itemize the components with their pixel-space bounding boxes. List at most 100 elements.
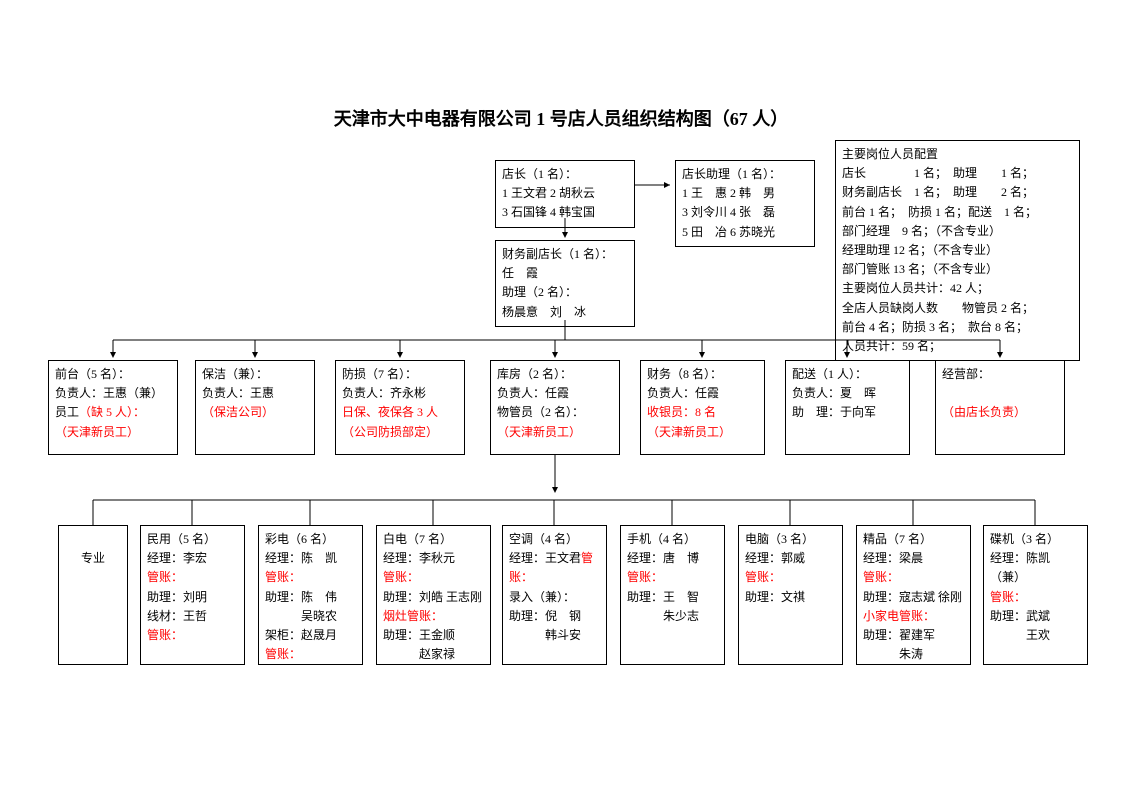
- text: 精品（7 名）: [863, 532, 932, 546]
- dept-store: 库房（2 名）： 负责人：任霞 物管员（2 名）： （天津新员工）: [490, 360, 620, 455]
- text: （保洁公司）: [202, 405, 274, 419]
- text: 烟灶管账：: [383, 609, 443, 623]
- text: 管账：: [745, 570, 781, 584]
- text: 管账：: [265, 647, 301, 661]
- text: 1 王文君 2 胡秋云: [502, 186, 595, 200]
- manager-box: 店长（1 名）： 1 王文君 2 胡秋云 3 石国锋 4 韩宝国: [495, 160, 635, 228]
- text: 管账：: [147, 628, 183, 642]
- text: 助理：文祺: [745, 590, 805, 604]
- text: 民用（5 名）: [147, 532, 216, 546]
- text: （缺 5 人）：: [79, 405, 145, 419]
- text: 部门管账 13 名；（不含专业）: [842, 262, 998, 276]
- text: 架柜：赵晟月: [265, 628, 337, 642]
- text: 助理：翟建军: [863, 628, 935, 642]
- text: 助理：王金顺: [383, 628, 455, 642]
- text: 负责人：王惠: [202, 386, 274, 400]
- text: 专业: [81, 551, 105, 565]
- text: 保洁（兼）：: [202, 367, 268, 381]
- text: 经理：梁晨: [863, 551, 923, 565]
- text: 日保、夜保各 3 人: [342, 405, 438, 419]
- prof-kongtiao: 空调（4 名） 经理：王文君管账： 录入（兼）： 助理：倪 钢 韩斗安: [502, 525, 607, 665]
- text: 助理：倪 钢: [509, 609, 581, 623]
- prof-jingpin: 精品（7 名） 经理：梁晨 管账： 助理：寇志斌 徐刚 小家电管账： 助理：翟建…: [856, 525, 971, 665]
- text: 主要岗位人员共计：42 人；: [842, 281, 989, 295]
- text: 3 刘令川 4 张 磊: [682, 205, 775, 219]
- text: 管账：: [990, 590, 1026, 604]
- text: 助理：武斌: [990, 609, 1050, 623]
- prof-baidian: 白电（7 名） 经理：李秋元 管账： 助理：刘皓 王志刚 烟灶管账： 助理：王金…: [376, 525, 491, 665]
- text: 经理：王文君: [509, 551, 581, 565]
- text: 经理助理 12 名；（不含专业）: [842, 243, 998, 257]
- text: 财务副店长（1 名）：: [502, 247, 613, 261]
- text: 员工: [55, 405, 79, 419]
- text: 全店人员缺岗人数 物管员 2 名；: [842, 301, 1034, 315]
- text: 经理：陈凯（兼）: [990, 551, 1050, 584]
- text: 经理：李秋元: [383, 551, 455, 565]
- text: 朱少志: [627, 609, 699, 623]
- text: 库房（2 名）：: [497, 367, 572, 381]
- text: 王欢: [990, 628, 1050, 642]
- text: 手机（4 名）: [627, 532, 696, 546]
- text: 白电（7 名）: [383, 532, 452, 546]
- text: （由店长负责）: [942, 405, 1026, 419]
- text: 助理：刘皓 王志刚: [383, 590, 482, 604]
- text: 彩电（6 名）: [265, 532, 334, 546]
- text: 管账：: [147, 570, 183, 584]
- prof-minyong: 民用（5 名） 经理：李宏 管账： 助理：刘明 线材：王哲 管账：: [140, 525, 245, 665]
- assistant-manager-box: 店长助理（1 名）： 1 王 惠 2 韩 男 3 刘令川 4 张 磊 5 田 冶…: [675, 160, 815, 247]
- text: 店长助理（1 名）：: [682, 167, 781, 181]
- text: 空调（4 名）: [509, 532, 578, 546]
- prof-dieji: 碟机（3 名） 经理：陈凯（兼） 管账： 助理：武斌 王欢: [983, 525, 1088, 665]
- text: 线材：王哲: [147, 609, 207, 623]
- text: 前台 4 名；防损 3 名； 款台 8 名；: [842, 320, 1028, 334]
- text: 负责人：王惠（兼）: [55, 386, 163, 400]
- text: 经理：陈 凯: [265, 551, 337, 565]
- text: 部门经理 9 名；（不含专业）: [842, 224, 1001, 238]
- text: 任 霞: [502, 266, 538, 280]
- dept-ship: 配送（1 人）： 负责人：夏 晖 助 理：于向军: [785, 360, 910, 455]
- text: 负责人：齐永彬: [342, 386, 426, 400]
- text: 杨晨意 刘 冰: [502, 305, 586, 319]
- text: 店长 1 名； 助理 1 名；: [842, 166, 1034, 180]
- text: 助理：刘明: [147, 590, 207, 604]
- text: 朱涛: [863, 647, 923, 661]
- text: （天津新员工）: [55, 425, 139, 439]
- text: 助理：寇志斌 徐刚: [863, 590, 962, 604]
- text: 经营部：: [942, 367, 990, 381]
- text: 助 理：于向军: [792, 405, 876, 419]
- dept-loss: 防损（7 名）： 负责人：齐永彬 日保、夜保各 3 人 （公司防损部定）: [335, 360, 465, 455]
- prof-shouji: 手机（4 名） 经理：唐 博 管账： 助理：王 智 朱少志: [620, 525, 725, 665]
- text: 主要岗位人员配置: [842, 147, 938, 161]
- text: 助理（2 名）：: [502, 285, 577, 299]
- text: 助理：陈 伟: [265, 590, 337, 604]
- text: 负责人：任霞: [497, 386, 569, 400]
- text: 管账：: [863, 570, 899, 584]
- text: 经理：唐 博: [627, 551, 699, 565]
- text: 吴晓农: [265, 609, 337, 623]
- text: 财务（8 名）：: [647, 367, 722, 381]
- page-title: 天津市大中电器有限公司 1 号店人员组织结构图（67 人）: [0, 105, 1122, 131]
- text: 管账：: [627, 570, 663, 584]
- text: 电脑（3 名）: [745, 532, 814, 546]
- text: 5 田 冶 6 苏晓光: [682, 225, 775, 239]
- text: 3 石国锋 4 韩宝国: [502, 205, 595, 219]
- prof-diannao: 电脑（3 名） 经理：郭威 管账： 助理：文祺: [738, 525, 843, 665]
- text: 助理：王 智: [627, 590, 699, 604]
- dept-front: 前台（5 名）： 负责人：王惠（兼） 员工（缺 5 人）： （天津新员工）: [48, 360, 178, 455]
- text: 前台 1 名； 防损 1 名；配送 1 名；: [842, 205, 1037, 219]
- text: 管账：: [265, 570, 301, 584]
- text: 收银员：8 名: [647, 405, 716, 419]
- prof-label: 专业: [58, 525, 128, 665]
- text: 配送（1 人）：: [792, 367, 867, 381]
- text: 经理：李宏: [147, 551, 207, 565]
- prof-caidian: 彩电（6 名） 经理：陈 凯 管账： 助理：陈 伟 吴晓农 架柜：赵晟月 管账：: [258, 525, 363, 665]
- finance-box: 财务副店长（1 名）： 任 霞 助理（2 名）： 杨晨意 刘 冰: [495, 240, 635, 327]
- text: （天津新员工）: [497, 425, 581, 439]
- text: 赵家禄: [383, 647, 455, 661]
- dept-clean: 保洁（兼）： 负责人：王惠 （保洁公司）: [195, 360, 315, 455]
- text: （公司防损部定）: [342, 425, 438, 439]
- text: 前台（5 名）：: [55, 367, 130, 381]
- text: 人员共计：59 名；: [842, 339, 941, 353]
- text: （天津新员工）: [647, 425, 731, 439]
- text: 碟机（3 名）: [990, 532, 1059, 546]
